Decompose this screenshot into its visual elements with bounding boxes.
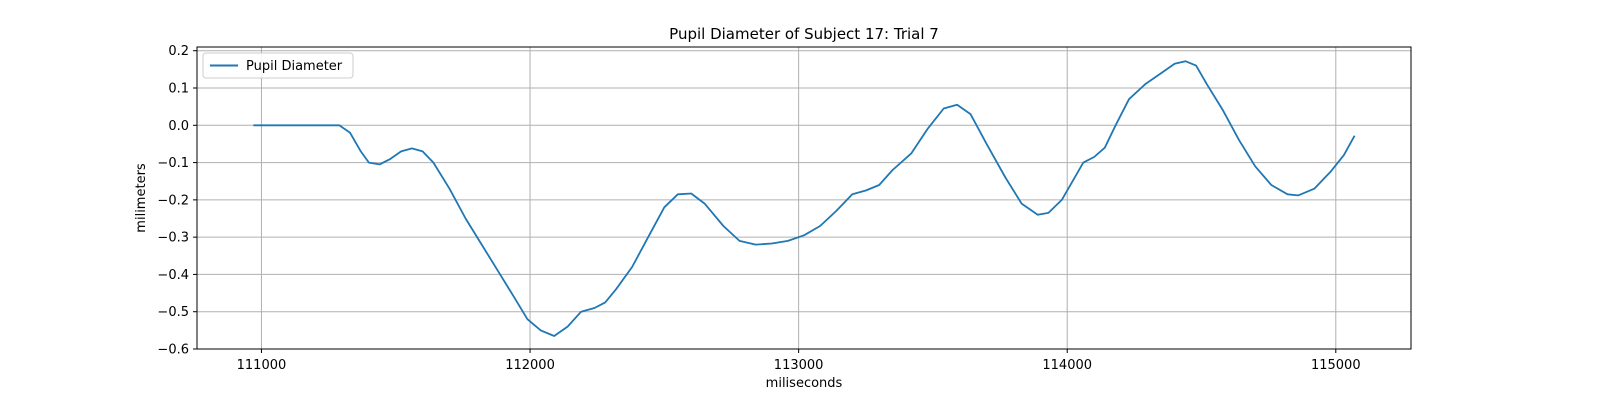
y-tick-label: −0.5 <box>157 305 189 320</box>
plot-frame <box>196 46 1412 350</box>
y-tick-label: 0.1 <box>168 82 189 97</box>
legend-box <box>202 52 354 79</box>
y-tick-label: −0.4 <box>157 268 189 283</box>
y-tick-label: 0.0 <box>168 119 189 134</box>
chart-title: Pupil Diameter of Subject 17: Trial 7 <box>669 25 939 43</box>
x-tick-label: 115000 <box>1311 358 1361 373</box>
series-line-pupil-diameter <box>253 60 1356 337</box>
legend: Pupil Diameter <box>202 52 354 79</box>
axis-ticks: 111000 112000 113000 114000 115000 −0.6 −0.5 −0… <box>157 44 1360 373</box>
grid-lines <box>197 47 1411 350</box>
y-tick-label: −0.6 <box>157 343 189 358</box>
x-tick-label: 111000 <box>237 358 287 373</box>
x-tick-label: 112000 <box>505 358 555 373</box>
x-tick-label: 114000 <box>1042 358 1092 373</box>
y-axis-label: milimeters <box>134 163 149 233</box>
x-axis-label: miliseconds <box>766 376 843 391</box>
y-tick-label: −0.1 <box>157 156 189 171</box>
y-tick-label: −0.3 <box>157 231 189 246</box>
y-tick-label: 0.2 <box>168 44 189 59</box>
y-tick-label: −0.2 <box>157 193 189 208</box>
x-tick-label: 113000 <box>774 358 824 373</box>
series-layer <box>253 60 1356 337</box>
legend-label: Pupil Diameter <box>246 59 343 74</box>
